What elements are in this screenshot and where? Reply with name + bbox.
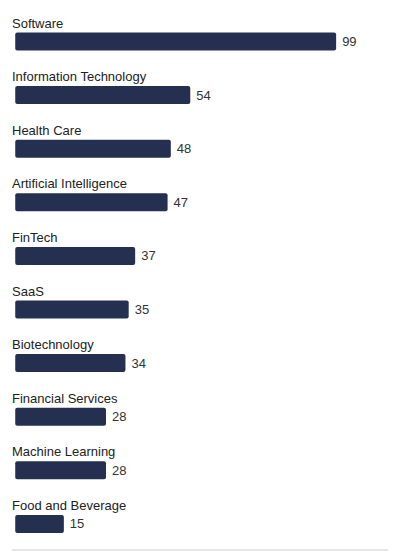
bar xyxy=(15,301,128,319)
category-label: Health Care xyxy=(12,123,81,138)
bar xyxy=(15,461,106,479)
category-label: Artificial Intelligence xyxy=(12,176,127,191)
bar xyxy=(15,140,171,158)
bar xyxy=(15,247,135,265)
value-label: 28 xyxy=(112,463,126,478)
bar xyxy=(15,86,190,104)
bar xyxy=(15,193,167,211)
background xyxy=(0,0,400,560)
category-label: SaaS xyxy=(12,284,44,299)
x-axis xyxy=(12,550,388,551)
bar xyxy=(15,408,106,426)
value-label: 37 xyxy=(141,248,155,263)
category-label: Financial Services xyxy=(12,391,118,406)
category-label: Food and Beverage xyxy=(12,498,126,513)
value-label: 99 xyxy=(342,34,356,49)
category-label: Information Technology xyxy=(12,69,147,84)
labels: Software 99 Information Technology 54 Health… xyxy=(12,16,357,532)
category-label: Biotechnology xyxy=(12,337,94,352)
value-label: 54 xyxy=(196,88,210,103)
value-label: 34 xyxy=(131,356,145,371)
value-label: 47 xyxy=(174,195,188,210)
value-label: 15 xyxy=(70,516,84,531)
value-label: 28 xyxy=(112,409,126,424)
bar xyxy=(15,354,125,372)
category-label: Software xyxy=(12,16,63,31)
value-label: 48 xyxy=(177,141,191,156)
value-label: 35 xyxy=(135,302,149,317)
bar xyxy=(15,33,336,51)
category-label: Machine Learning xyxy=(12,444,115,459)
chart: Software 99 Information Technology 54 Health… xyxy=(0,0,400,560)
bar xyxy=(15,515,64,533)
category-label: FinTech xyxy=(12,230,58,245)
